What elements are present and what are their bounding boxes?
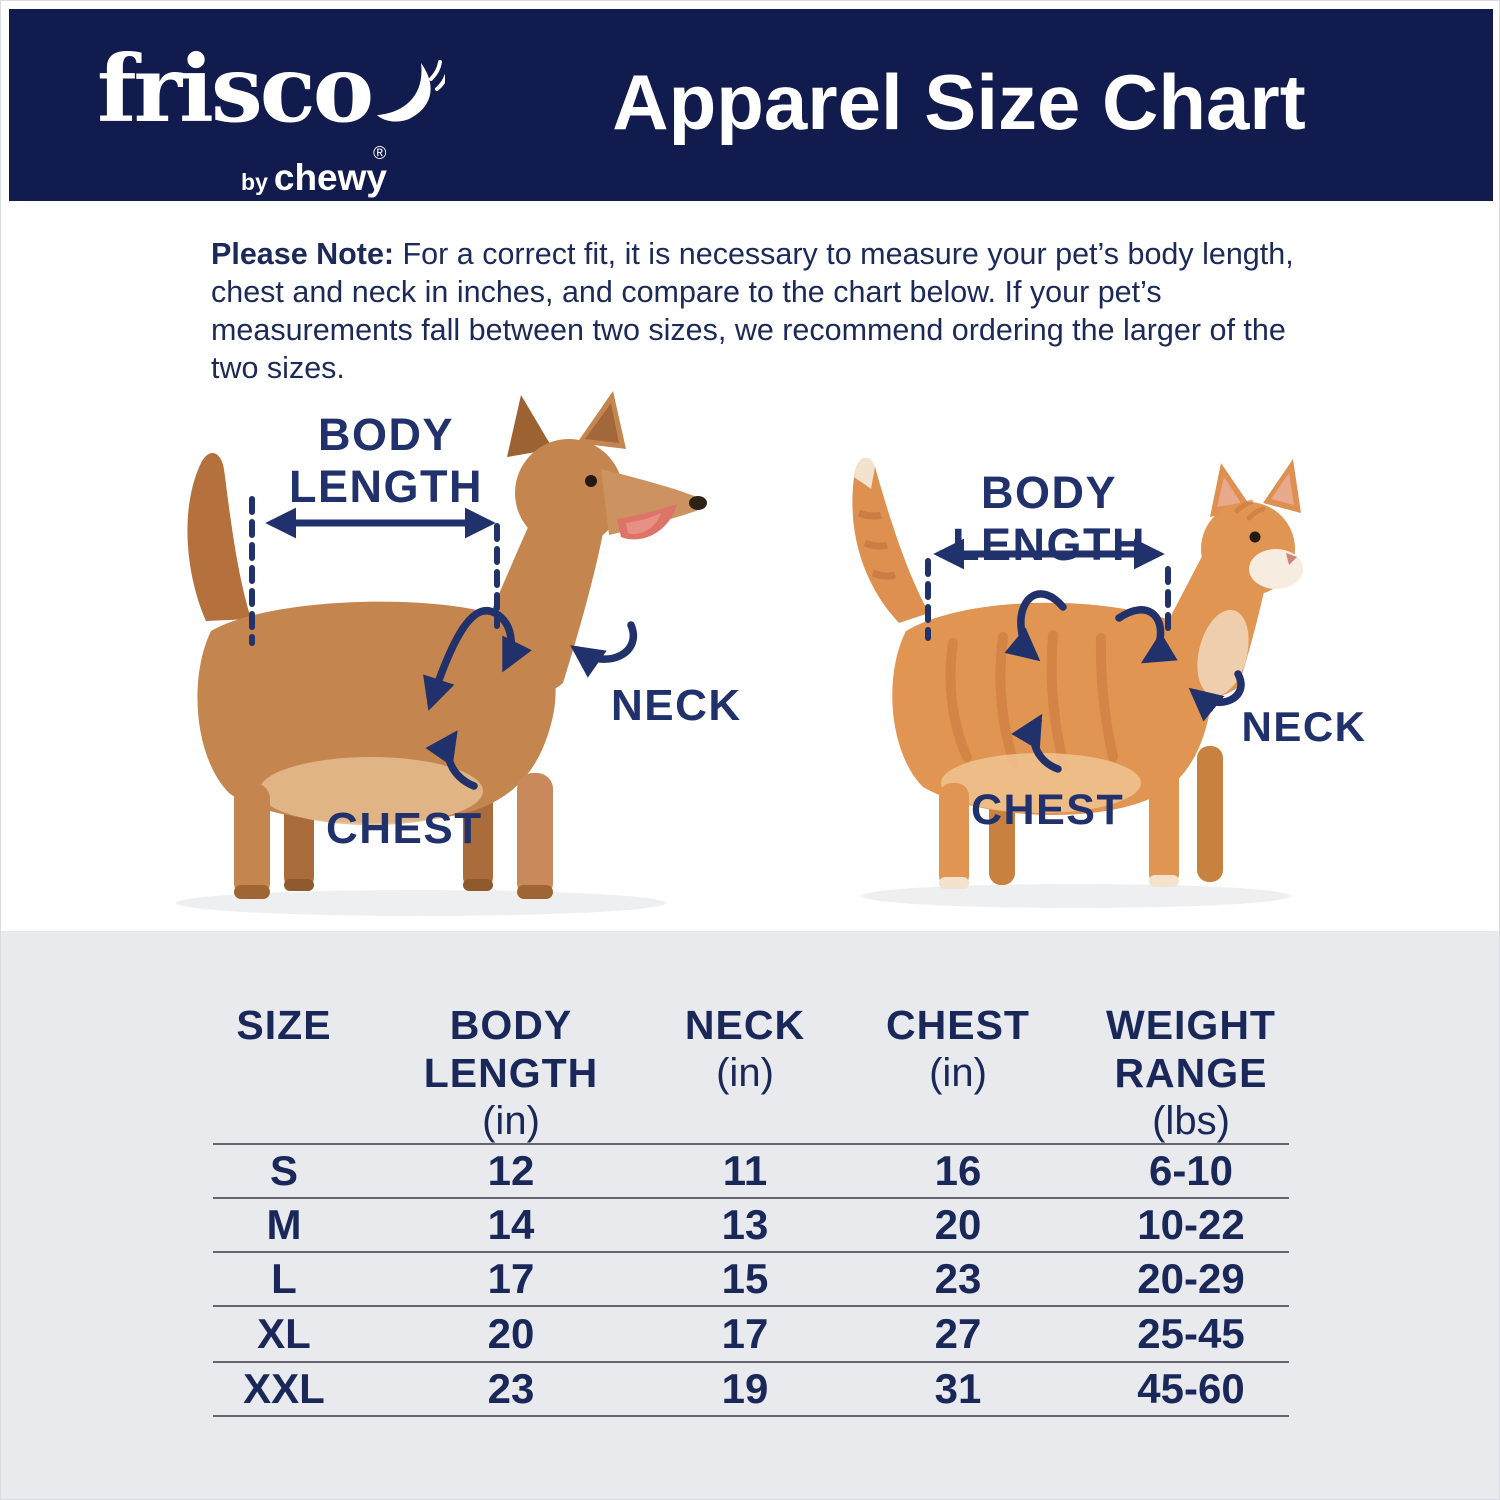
weight-range-cell: 6-10	[1148, 1147, 1234, 1194]
dog-chest-arrow	[425, 730, 478, 790]
cat-illustration	[852, 457, 1303, 908]
cat-neck-label: NECK	[1241, 703, 1367, 750]
neck-cell: 15	[721, 1255, 769, 1302]
dog-neck-label: NECK	[611, 681, 742, 730]
column-header-body-length: BODY LENGTH (in)	[423, 1002, 599, 1143]
size-cell: S	[269, 1147, 298, 1194]
chest-cell: 20	[934, 1201, 982, 1248]
cat-girth-arrow-left	[1004, 590, 1067, 662]
byline-by-text: by	[241, 169, 268, 195]
dog-body-length-label: BODY LENGTH	[289, 409, 483, 512]
weight-range-cell: 45-60	[1137, 1365, 1245, 1412]
column-header-size: SIZE	[236, 1002, 332, 1048]
frisco-logo: frisco® by chewy	[97, 38, 445, 198]
chewy-wordmark: chewy	[273, 157, 387, 198]
neck-cell: 13	[721, 1201, 769, 1248]
fit-note: Please Note: For a correct fit, it is ne…	[211, 235, 1303, 387]
dog-neck-arrow	[570, 621, 637, 678]
table-rule	[213, 1251, 1289, 1253]
frisco-logo-wordmark: frisco	[97, 35, 374, 143]
body-length-cell: 23	[487, 1365, 535, 1412]
size-cell: XXL	[243, 1365, 325, 1412]
size-cell: L	[271, 1255, 297, 1302]
size-cell: M	[266, 1201, 302, 1248]
table-rule	[213, 1197, 1289, 1199]
cat-body-length-label: BODY LENGTH	[952, 467, 1146, 570]
cat-measure-arrows	[925, 538, 1245, 773]
table-rule	[213, 1415, 1289, 1417]
column-header-chest: CHEST (in)	[886, 1002, 1030, 1095]
body-length-cell: 20	[487, 1310, 535, 1357]
size-cell: XL	[257, 1310, 311, 1357]
table-rule	[213, 1305, 1289, 1307]
dog-chest-label: CHEST	[326, 804, 483, 853]
cat-chest-arrow	[1011, 713, 1062, 773]
table-rule	[213, 1143, 1289, 1145]
table-row-s: S 12 11 16 6-10	[213, 1144, 1289, 1198]
chest-cell: 27	[934, 1310, 982, 1357]
chest-cell: 23	[934, 1255, 982, 1302]
chewy-byline: by chewy	[97, 157, 387, 199]
table-row-m: M 14 13 20 10-22	[213, 1198, 1289, 1252]
measurement-diagram	[176, 391, 1303, 916]
cat-chest-label: CHEST	[971, 786, 1125, 834]
dog-measure-arrows	[249, 496, 637, 790]
frisco-logo-tail-icon	[377, 60, 445, 122]
column-header-neck: NECK (in)	[684, 1002, 806, 1095]
fit-note-body: For a correct fit, it is necessary to me…	[211, 237, 1294, 385]
cat-girth-arrow-right	[1115, 606, 1178, 664]
size-table-section	[1, 931, 1499, 1499]
dog-girth-arrow	[423, 607, 532, 711]
registered-trademark-icon: ®	[373, 143, 387, 163]
neck-cell: 17	[721, 1310, 769, 1357]
weight-range-cell: 25-45	[1137, 1310, 1245, 1357]
table-row-xxl: XXL 23 19 31 45-60	[213, 1362, 1289, 1416]
cat-neck-arrow	[1188, 670, 1245, 722]
chest-cell: 31	[934, 1365, 982, 1412]
page-title: Apparel Size Chart	[612, 58, 1306, 146]
table-row-xl: XL 20 17 27 25-45	[213, 1307, 1289, 1361]
table-row-l: L 17 15 23 20-29	[213, 1252, 1289, 1306]
fit-note-label: Please Note:	[211, 237, 395, 271]
neck-cell: 19	[721, 1365, 769, 1412]
weight-range-cell: 20-29	[1137, 1255, 1245, 1302]
weight-range-cell: 10-22	[1137, 1201, 1245, 1248]
column-header-weight-range: WEIGHT RANGE (lbs)	[1106, 1002, 1276, 1143]
neck-cell: 11	[722, 1147, 768, 1194]
body-length-cell: 12	[487, 1147, 535, 1194]
body-length-cell: 14	[487, 1201, 535, 1248]
table-rule	[213, 1361, 1289, 1363]
chest-cell: 16	[934, 1147, 982, 1194]
header-banner: frisco® by chewy Apparel Size Chart	[9, 9, 1493, 201]
body-length-cell: 17	[487, 1255, 535, 1302]
dog-illustration	[176, 391, 707, 916]
